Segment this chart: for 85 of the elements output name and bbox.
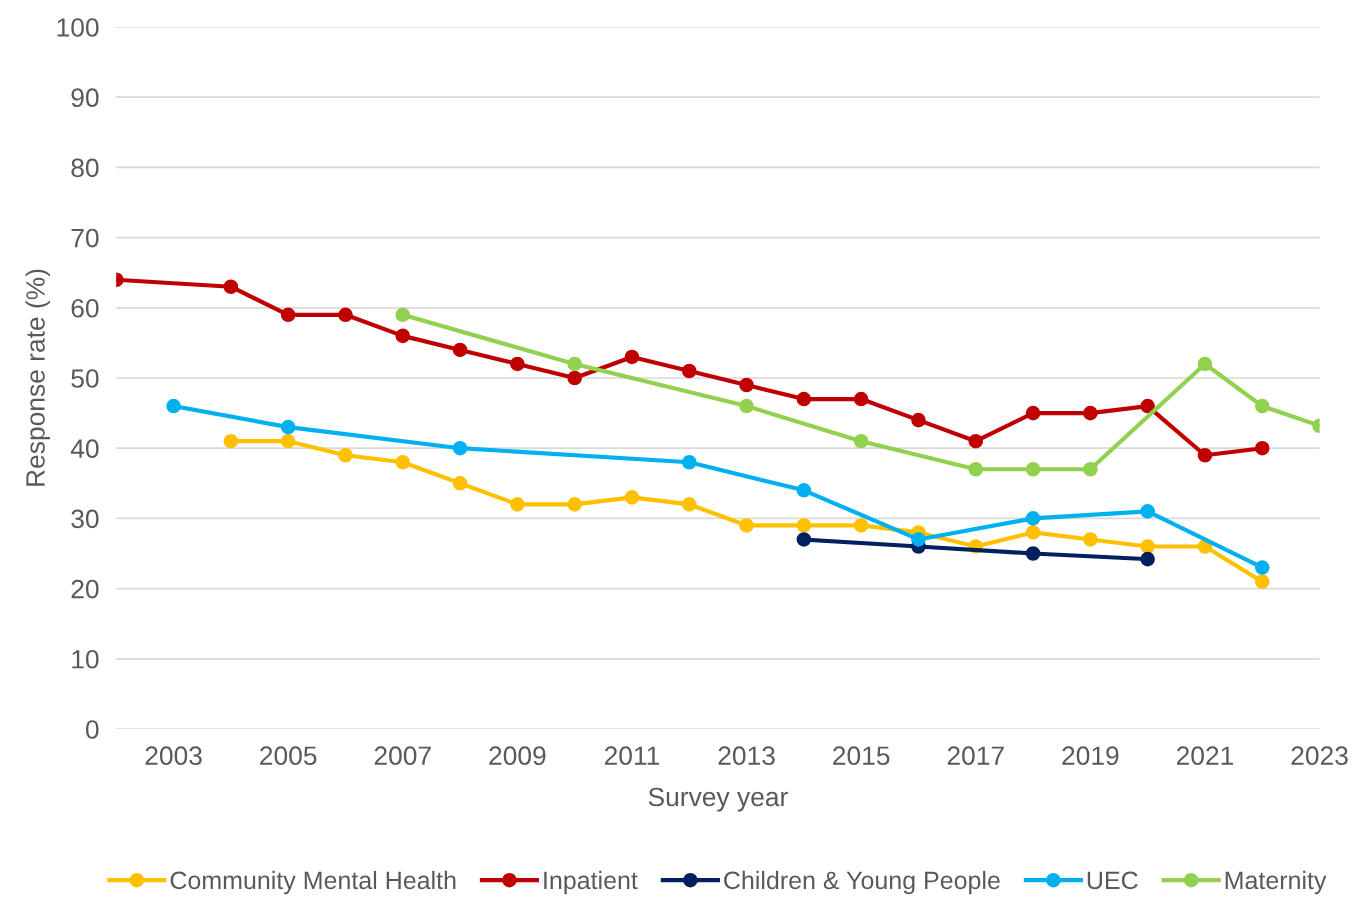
point	[1083, 532, 1098, 547]
legend-label: Inpatient	[544, 870, 638, 895]
point	[1025, 405, 1041, 421]
point	[280, 419, 296, 435]
point	[1254, 560, 1270, 575]
point	[567, 370, 582, 386]
point	[1083, 405, 1098, 421]
point	[911, 532, 926, 547]
point	[681, 363, 697, 379]
point	[853, 518, 869, 533]
point	[624, 349, 640, 365]
y-tick-label: 50	[71, 369, 99, 388]
y-tick-label: 90	[71, 88, 99, 108]
point	[1140, 504, 1155, 519]
y-tick-label: 40	[70, 439, 99, 459]
point	[968, 461, 984, 477]
point	[395, 454, 411, 470]
legend-label: Maternity	[1225, 870, 1327, 895]
point	[280, 307, 296, 323]
point	[1254, 398, 1270, 414]
point	[853, 433, 869, 449]
x-tick-label: 2009	[489, 746, 546, 766]
x-tick-label: 2021	[1176, 746, 1234, 766]
point	[796, 483, 812, 498]
point	[223, 279, 239, 295]
point	[1140, 551, 1155, 567]
point	[452, 342, 468, 358]
point	[853, 391, 869, 407]
x-axis-title: Survey year	[648, 787, 788, 812]
x-tick-label: 2007	[374, 746, 431, 766]
point	[796, 518, 812, 533]
y-tick-label: 60	[71, 298, 99, 318]
point	[739, 398, 754, 414]
y-axis-title: Response rate (%)	[25, 269, 51, 486]
x-tick-label: 2013	[718, 746, 775, 766]
point	[395, 307, 411, 323]
y-tick-label: 30	[71, 509, 99, 529]
point	[280, 433, 296, 449]
point	[796, 532, 812, 547]
point	[510, 356, 525, 372]
point	[567, 497, 582, 512]
point	[1025, 546, 1041, 561]
point	[1025, 461, 1041, 477]
point	[223, 433, 239, 449]
point	[624, 490, 640, 505]
point	[338, 447, 353, 463]
point	[681, 454, 697, 470]
x-tick-label: 2003	[145, 746, 202, 766]
point	[1197, 447, 1213, 463]
point	[166, 398, 181, 414]
point	[796, 391, 812, 407]
point	[1140, 398, 1155, 414]
y-tick-label: 70	[71, 228, 99, 248]
x-tick-label: 2015	[833, 746, 890, 766]
point	[968, 433, 984, 449]
x-tick-label: 2023	[1291, 746, 1348, 766]
point	[911, 412, 926, 428]
point	[739, 518, 754, 533]
y-tick-label: 100	[57, 18, 99, 37]
legend-label: Children & Young People	[724, 870, 1000, 895]
x-tick-label: 2011	[604, 746, 660, 766]
legend-label: Community Mental Health	[170, 870, 456, 895]
point	[1254, 440, 1270, 456]
point	[1140, 539, 1155, 554]
point	[452, 476, 468, 491]
y-tick-label: 80	[71, 158, 99, 178]
y-tick-label: 20	[71, 579, 99, 599]
point	[1197, 356, 1213, 372]
point	[739, 377, 754, 393]
point	[567, 356, 582, 372]
point	[1025, 525, 1041, 540]
point	[510, 497, 525, 512]
point	[1025, 511, 1041, 526]
point	[1254, 574, 1270, 589]
y-tick-label: 0	[85, 720, 99, 739]
point	[338, 307, 353, 323]
x-tick-label: 2005	[260, 746, 317, 766]
x-tick-label: 2019	[1062, 746, 1119, 766]
y-tick-label: 10	[72, 649, 99, 669]
legend-label: UEC	[1087, 871, 1138, 890]
point	[681, 497, 697, 512]
point	[452, 440, 468, 456]
point	[395, 328, 411, 344]
x-tick-label: 2017	[947, 746, 1004, 766]
point	[1083, 461, 1098, 477]
